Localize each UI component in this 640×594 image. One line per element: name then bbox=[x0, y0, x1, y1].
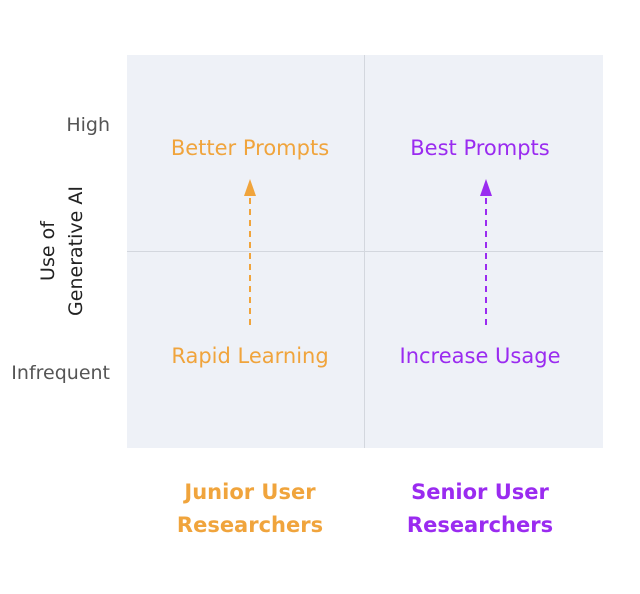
x-label-senior-line2: Researchers bbox=[406, 513, 554, 537]
x-label-junior-line2: Researchers bbox=[176, 513, 324, 537]
x-label-junior: Junior User Researchers bbox=[177, 476, 323, 542]
y-axis-title-line2: Generative AI bbox=[65, 186, 87, 316]
quadrant-label-bottom-right: Increase Usage bbox=[399, 344, 561, 368]
quadrant-label-bottom-left: Rapid Learning bbox=[171, 344, 329, 368]
y-axis-title: Use of Generative AI bbox=[34, 186, 90, 316]
y-tick-low: Infrequent bbox=[11, 362, 110, 384]
x-label-senior-line1: Senior User bbox=[411, 480, 549, 504]
x-label-junior-line1: Junior User bbox=[184, 480, 316, 504]
x-label-senior: Senior User Researchers bbox=[407, 476, 553, 542]
y-axis-title-line1: Use of bbox=[37, 221, 59, 281]
quadrant-label-top-left: Better Prompts bbox=[170, 136, 330, 160]
y-tick-high: High bbox=[66, 114, 110, 136]
quadrant-label-top-right: Best Prompts bbox=[410, 136, 550, 160]
horizontal-divider bbox=[127, 251, 603, 252]
